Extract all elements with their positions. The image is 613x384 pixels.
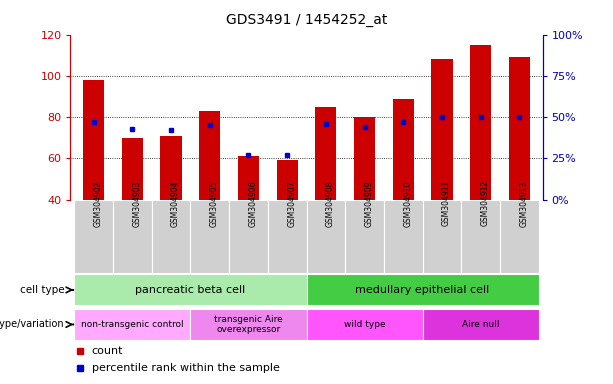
FancyBboxPatch shape — [306, 274, 539, 306]
Bar — [276, 161, 298, 200]
Bar — [83, 80, 104, 200]
FancyBboxPatch shape — [422, 200, 461, 273]
Text: percentile rank within the sample: percentile rank within the sample — [92, 362, 280, 373]
FancyBboxPatch shape — [74, 274, 306, 306]
Text: GSM304908: GSM304908 — [326, 180, 335, 227]
Bar — [161, 136, 181, 200]
Bar — [122, 138, 143, 200]
Text: GSM304909: GSM304909 — [365, 180, 373, 227]
Text: GSM304912: GSM304912 — [481, 180, 490, 227]
Text: GSM304902: GSM304902 — [94, 180, 103, 227]
Bar — [238, 156, 259, 200]
Text: non-transgenic control: non-transgenic control — [81, 320, 184, 329]
Bar — [199, 111, 221, 200]
Text: genotype/variation: genotype/variation — [0, 319, 64, 329]
Bar — [354, 117, 375, 200]
Text: cell type: cell type — [20, 285, 64, 295]
FancyBboxPatch shape — [500, 200, 539, 273]
FancyBboxPatch shape — [384, 200, 422, 273]
Text: pancreatic beta cell: pancreatic beta cell — [135, 285, 246, 295]
Bar — [432, 59, 452, 200]
FancyBboxPatch shape — [306, 200, 345, 273]
FancyBboxPatch shape — [345, 200, 384, 273]
Text: medullary epithelial cell: medullary epithelial cell — [356, 285, 490, 295]
Text: wild type: wild type — [344, 320, 386, 329]
Text: GSM304903: GSM304903 — [132, 180, 142, 227]
Bar — [315, 107, 337, 200]
FancyBboxPatch shape — [74, 309, 191, 340]
FancyBboxPatch shape — [191, 200, 229, 273]
FancyBboxPatch shape — [191, 309, 306, 340]
Text: GSM304910: GSM304910 — [403, 180, 412, 227]
FancyBboxPatch shape — [461, 200, 500, 273]
FancyBboxPatch shape — [268, 200, 306, 273]
Text: Aire null: Aire null — [462, 320, 500, 329]
FancyBboxPatch shape — [152, 200, 191, 273]
Bar — [509, 57, 530, 200]
Text: count: count — [92, 346, 123, 356]
FancyBboxPatch shape — [306, 309, 422, 340]
Text: GSM304913: GSM304913 — [519, 180, 528, 227]
Text: GSM304904: GSM304904 — [171, 180, 180, 227]
Text: GDS3491 / 1454252_at: GDS3491 / 1454252_at — [226, 13, 387, 27]
Text: transgenic Aire
overexpressor: transgenic Aire overexpressor — [214, 315, 283, 334]
FancyBboxPatch shape — [229, 200, 268, 273]
Text: GSM304905: GSM304905 — [210, 180, 219, 227]
Text: GSM304911: GSM304911 — [442, 180, 451, 227]
FancyBboxPatch shape — [422, 309, 539, 340]
Bar — [470, 45, 491, 200]
FancyBboxPatch shape — [74, 200, 113, 273]
Text: GSM304906: GSM304906 — [248, 180, 257, 227]
FancyBboxPatch shape — [113, 200, 152, 273]
Text: GSM304907: GSM304907 — [287, 180, 296, 227]
Bar — [392, 99, 414, 200]
